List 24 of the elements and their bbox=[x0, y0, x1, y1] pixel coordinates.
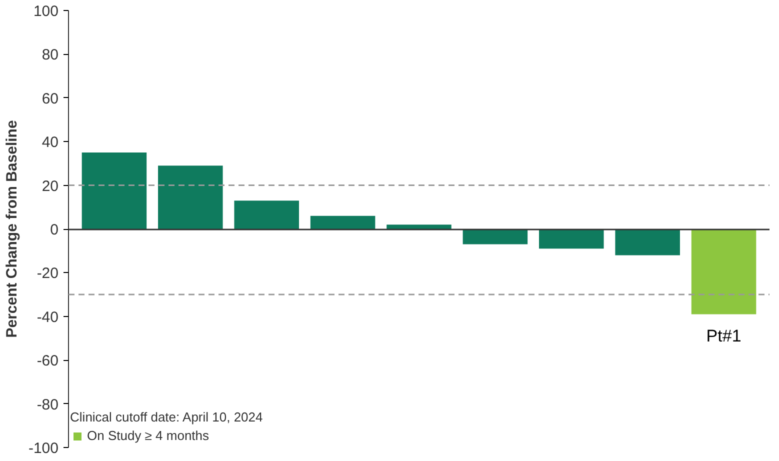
bar bbox=[386, 224, 452, 229]
bar bbox=[691, 229, 756, 314]
bar bbox=[615, 229, 680, 256]
bar bbox=[310, 216, 376, 229]
y-tick-label: -60 bbox=[36, 352, 59, 370]
annotation: Clinical cutoff date: April 10, 2024 bbox=[70, 409, 263, 424]
bar bbox=[234, 200, 299, 229]
y-tick-label: -100 bbox=[28, 440, 59, 457]
y-tick-label: 100 bbox=[33, 3, 59, 20]
annotation: Pt#1 bbox=[706, 326, 742, 346]
y-tick-label: -20 bbox=[36, 265, 59, 282]
y-axis-title: Percent Change from Baseline bbox=[3, 120, 20, 338]
y-tick-label: -80 bbox=[36, 396, 59, 414]
bar bbox=[539, 229, 604, 249]
y-tick-label: 80 bbox=[42, 46, 59, 64]
y-tick-label: 40 bbox=[42, 134, 59, 152]
y-tick-label: 0 bbox=[50, 222, 58, 238]
y-tick-label: -40 bbox=[36, 308, 59, 326]
y-tick-label: 20 bbox=[42, 178, 59, 195]
y-tick-label: 60 bbox=[42, 90, 59, 108]
bar bbox=[82, 152, 147, 229]
legend-label: On Study ≥ 4 months bbox=[87, 428, 210, 443]
bar bbox=[158, 166, 223, 229]
bar bbox=[462, 229, 528, 244]
